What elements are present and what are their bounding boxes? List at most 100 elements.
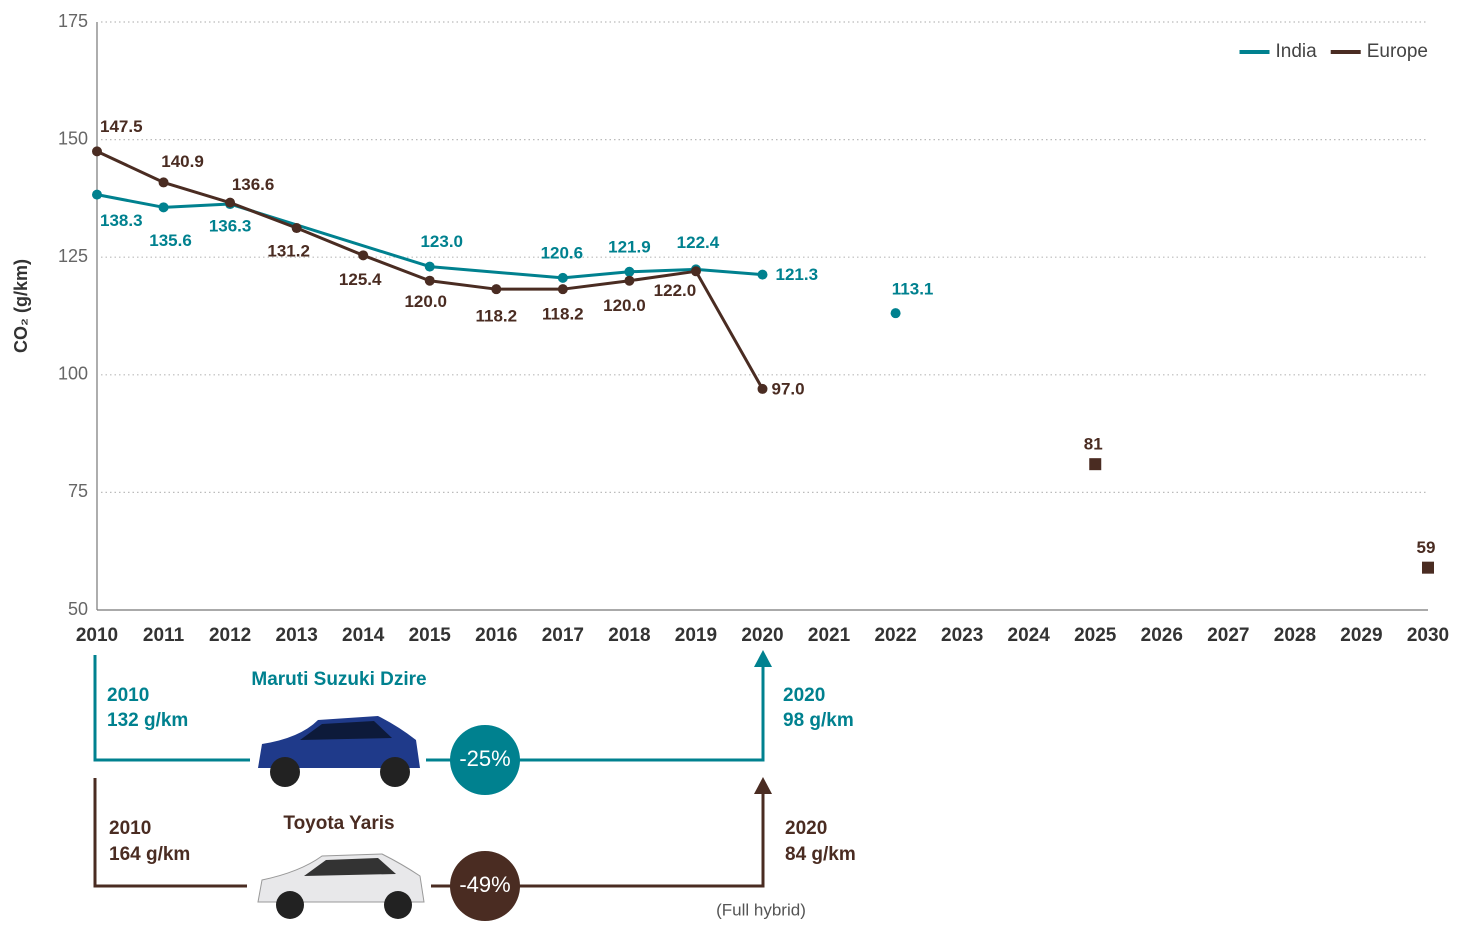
data-point — [757, 383, 768, 394]
data-label: 120.6 — [541, 243, 584, 262]
data-label: 136.3 — [209, 217, 252, 236]
data-label: 120.0 — [603, 296, 646, 315]
data-point — [291, 223, 302, 234]
data-point — [690, 266, 701, 277]
x-tick-label: 2026 — [1141, 625, 1183, 646]
data-point — [757, 269, 768, 280]
data-label: 147.5 — [100, 117, 143, 136]
europe-end-value: 84 g/km — [785, 844, 856, 865]
data-label: 97.0 — [772, 379, 805, 398]
y-tick-label: 100 — [58, 364, 88, 384]
car-window — [304, 858, 396, 876]
x-tick-label: 2011 — [143, 625, 185, 646]
europe-change-circle — [450, 851, 520, 921]
europe-note: (Full hybrid) — [716, 900, 806, 919]
data-point — [225, 197, 236, 208]
data-label: 113.1 — [892, 280, 934, 299]
india-start-value: 132 g/km — [107, 710, 188, 731]
y-tick-label: 150 — [58, 128, 88, 148]
data-point — [424, 275, 435, 286]
x-tick-label: 2022 — [874, 625, 916, 646]
x-tick-label: 2030 — [1407, 625, 1449, 646]
data-label: 123.0 — [420, 232, 463, 251]
y-tick-label: 75 — [68, 481, 88, 501]
data-point — [424, 261, 435, 272]
car-wheel — [270, 757, 300, 787]
india-change: -25% — [459, 746, 510, 771]
data-point — [158, 202, 169, 213]
x-tick-label: 2024 — [1008, 625, 1051, 646]
x-tick-label: 2018 — [608, 625, 650, 646]
data-label: 121.3 — [776, 265, 819, 284]
india-start-year: 2010 — [107, 685, 149, 706]
x-tick-label: 2025 — [1074, 625, 1117, 646]
y-tick-label: 125 — [58, 246, 88, 266]
data-point — [358, 250, 369, 261]
data-point — [624, 266, 635, 277]
india-car-name: Maruti Suzuki Dzire — [251, 669, 426, 690]
series-line — [97, 195, 896, 314]
y-axis-label: CO₂ (g/km) — [11, 259, 31, 353]
data-label: 140.9 — [161, 152, 204, 171]
target-point — [1422, 561, 1434, 574]
data-label: 118.2 — [542, 305, 584, 324]
plot-area: 50 75 100 125 150 175 2010 2011 2012 2013 2014 2015… — [58, 11, 1449, 646]
data-point — [624, 275, 635, 286]
data-point — [92, 189, 102, 200]
x-tick-label: 2029 — [1340, 625, 1382, 646]
europe-end-year: 2020 — [785, 818, 827, 839]
legend-label: India — [1276, 41, 1318, 62]
car-wheel — [276, 891, 304, 919]
europe-change: -49% — [459, 872, 510, 897]
india-car-image — [250, 700, 426, 798]
data-point — [491, 284, 502, 295]
india-comparison: 2010 132 g/km Maruti Suzuki Dzire -25% 2… — [93, 650, 854, 798]
data-label: 118.2 — [475, 307, 517, 326]
x-tick-label: 2019 — [675, 625, 717, 646]
x-tick-label: 2016 — [475, 625, 517, 646]
data-point — [92, 146, 102, 157]
europe-car-image — [247, 843, 431, 926]
target-label: 81 — [1084, 435, 1103, 454]
data-label: 136.6 — [232, 175, 275, 194]
x-tick-label: 2027 — [1207, 625, 1249, 646]
data-label: 120.0 — [404, 292, 447, 311]
x-tick-label: 2028 — [1274, 625, 1316, 646]
x-tick-label: 2017 — [542, 625, 584, 646]
data-label: 131.2 — [267, 242, 310, 261]
target-point — [1089, 458, 1102, 471]
x-tick-label: 2023 — [941, 625, 983, 646]
data-label: 138.3 — [100, 211, 143, 230]
y-tick-label: 175 — [58, 11, 88, 31]
data-point — [890, 308, 901, 319]
y-tick-label: 50 — [68, 599, 88, 619]
car-wheel — [380, 757, 410, 787]
europe-start-year: 2010 — [109, 818, 151, 839]
europe-arrowhead — [754, 777, 772, 794]
data-label: 122.0 — [654, 281, 697, 300]
europe-car-name: Toyota Yaris — [283, 813, 394, 834]
x-tick-label: 2014 — [342, 625, 385, 646]
data-label: 121.9 — [608, 237, 651, 256]
data-label: 125.4 — [339, 270, 382, 289]
x-tick-label: 2012 — [209, 625, 251, 646]
data-point — [158, 177, 169, 188]
x-tick-label: 2013 — [276, 625, 318, 646]
car-wheel — [384, 891, 412, 919]
europe-start-value: 164 g/km — [109, 844, 190, 865]
india-arrowhead — [754, 650, 772, 667]
x-tick-label: 2020 — [741, 625, 783, 646]
india-end-value: 98 g/km — [783, 710, 854, 731]
india-end-year: 2020 — [783, 685, 825, 706]
x-tick-label: 2010 — [76, 625, 118, 646]
data-point — [557, 284, 568, 295]
india-change-circle — [450, 725, 520, 795]
x-tick-label: 2015 — [409, 625, 452, 646]
india-bracket — [93, 655, 765, 762]
data-point — [557, 272, 568, 283]
data-label: 122.4 — [677, 233, 720, 252]
car-window — [300, 721, 392, 740]
data-label: 135.6 — [149, 231, 192, 250]
x-tick-label: 2021 — [808, 625, 851, 646]
